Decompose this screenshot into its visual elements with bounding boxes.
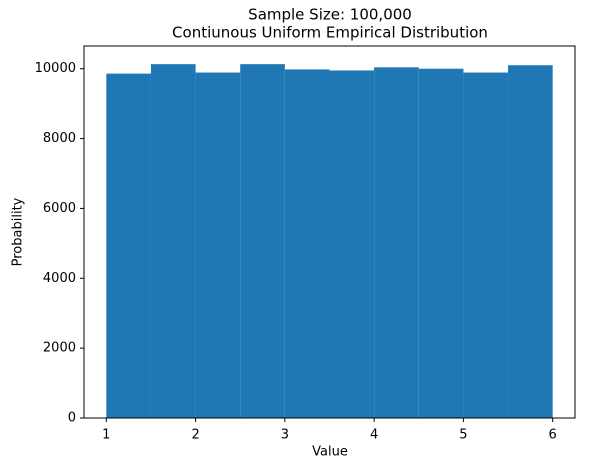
y-tick-label: 4000: [43, 271, 76, 286]
chart-subtitle: Contiunous Uniform Empirical Distributio…: [172, 24, 488, 42]
y-tick-label: 2000: [43, 341, 76, 356]
y-tick-label: 0: [68, 411, 76, 426]
x-tick-label: 2: [191, 428, 199, 443]
x-axis-label: Value: [312, 445, 348, 460]
x-tick-label: 1: [102, 428, 110, 443]
x-tick-label: 4: [370, 428, 378, 443]
bar: [374, 67, 419, 419]
bar: [106, 73, 151, 419]
x-tick-label: 5: [459, 428, 467, 443]
y-tick-label: 8000: [43, 131, 76, 146]
bar: [418, 68, 464, 418]
bar: [508, 65, 553, 418]
y-axis-label: Probability: [11, 197, 26, 266]
bar: [463, 72, 509, 418]
bar: [284, 69, 330, 418]
x-tick-label: 6: [549, 428, 557, 443]
x-tick-label: 3: [281, 428, 289, 443]
bar: [329, 70, 375, 418]
bar: [150, 64, 196, 418]
bar: [195, 72, 241, 418]
y-tick-label: 10000: [35, 61, 76, 76]
bar: [240, 64, 285, 418]
axes-frame: [83, 45, 576, 419]
y-tick-label: 6000: [43, 201, 76, 216]
chart-title: Sample Size: 100,000: [248, 6, 412, 24]
